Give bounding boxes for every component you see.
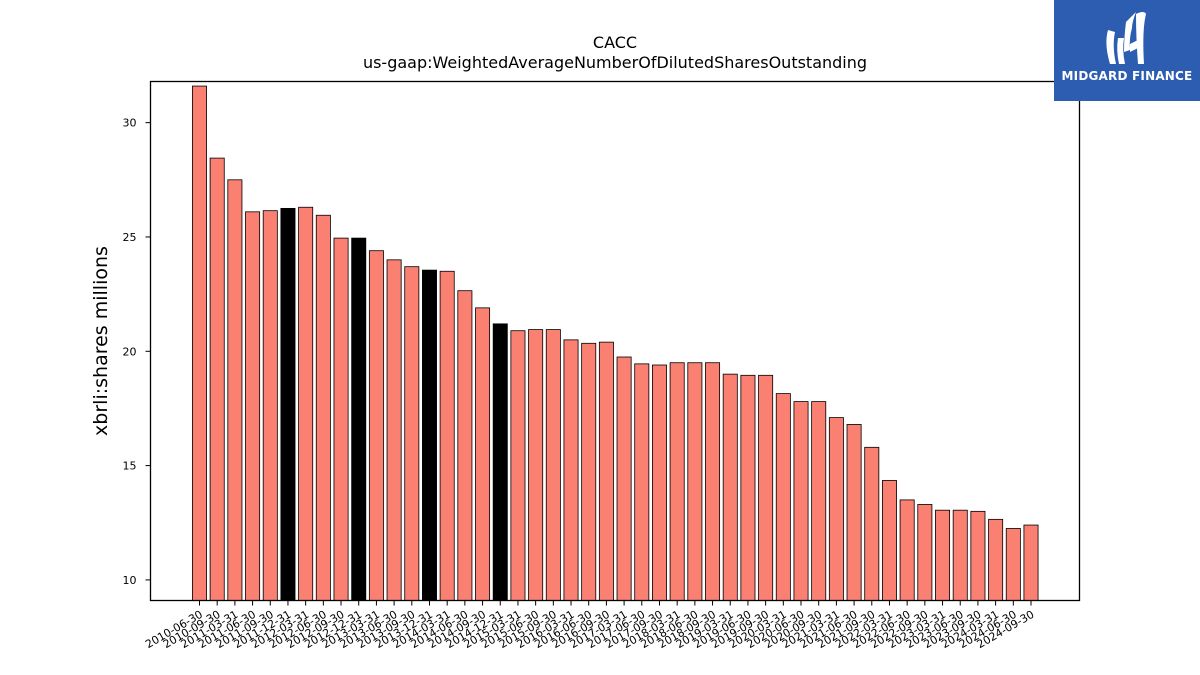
bar-2012-03-31 [298,206,314,601]
midgard-finance-logo: MIDGARD FINANCE [1054,0,1200,101]
midgard-logo-icon [1106,12,1146,64]
bar-2023-06-30 [952,509,968,601]
bar-2014-03-31 [439,270,455,601]
chart-subtitle: us-gaap:WeightedAverageNumberOfDilutedSh… [363,53,867,72]
logo-text: MIDGARD FINANCE [1061,69,1193,83]
y-axis-ticks: 10 15 20 25 30 [123,117,151,587]
bar-2019-03-31 [722,373,738,601]
bar-2017-06-30 [634,363,650,601]
bar-2013-03-31 [368,250,384,601]
y-tick-label: 25 [123,231,137,244]
bar-2011-09-30 [262,210,278,601]
bar-2019-09-30 [758,374,774,601]
bars-group [192,85,1039,601]
x-axis-ticks: 2010-06-302010-09-302011-03-312011-06-30… [143,600,1037,651]
bar-2022-09-30 [917,504,933,601]
bar-2018-06-30 [687,362,703,601]
bar-2021-06-30 [846,424,862,601]
bar-2020-09-30 [811,401,827,601]
bar-2017-09-30 [652,364,667,601]
bar-2014-12-31 [492,323,508,601]
plot-frame [149,80,1081,602]
y-tick-label: 20 [123,345,137,358]
bar-2014-09-30 [475,307,491,601]
bar-2016-03-31 [563,339,579,601]
chart-title: CACC [593,33,637,52]
bar-2016-06-30 [581,342,597,601]
bar-2013-12-31 [422,269,437,601]
bar-2023-09-30 [970,510,986,601]
bar-2023-03-31 [935,509,951,601]
bar-2013-09-30 [404,266,420,601]
bar-2011-06-30 [245,211,261,601]
bar-2014-06-30 [457,290,473,601]
bar-2019-06-30 [740,374,756,601]
bar-2024-09-30 [1023,524,1039,601]
bar-2018-09-30 [705,362,721,601]
bar-2010-09-30 [209,157,225,601]
bar-2015-06-30 [528,329,544,601]
bar-2012-12-31 [351,237,367,601]
bar-2022-06-30 [899,499,915,601]
bar-2013-06-30 [386,259,402,601]
bar-2024-06-30 [1005,528,1021,601]
bar-2012-09-30 [333,237,349,601]
bar-2010-06-30 [192,85,207,601]
bar-2018-03-31 [669,362,685,601]
y-tick-label: 15 [123,460,137,473]
bar-2017-03-31 [616,356,632,601]
bar-2015-09-30 [545,329,561,601]
bar-2020-06-30 [793,401,809,601]
bar-2022-03-31 [881,480,897,601]
y-tick-label: 30 [123,117,137,130]
bar-2021-03-31 [828,417,844,601]
y-axis-label: xbrli:shares millions [90,246,112,436]
bar-2021-09-30 [864,446,880,601]
bar-2024-03-31 [988,518,1004,601]
bar-2020-03-31 [775,393,791,601]
y-tick-label: 10 [123,574,137,587]
bar-2011-03-31 [227,179,243,601]
bar-2012-06-30 [315,214,331,601]
bar-2015-03-31 [510,330,526,601]
bar-2011-12-31 [280,207,296,601]
bar-2016-09-30 [598,341,614,601]
